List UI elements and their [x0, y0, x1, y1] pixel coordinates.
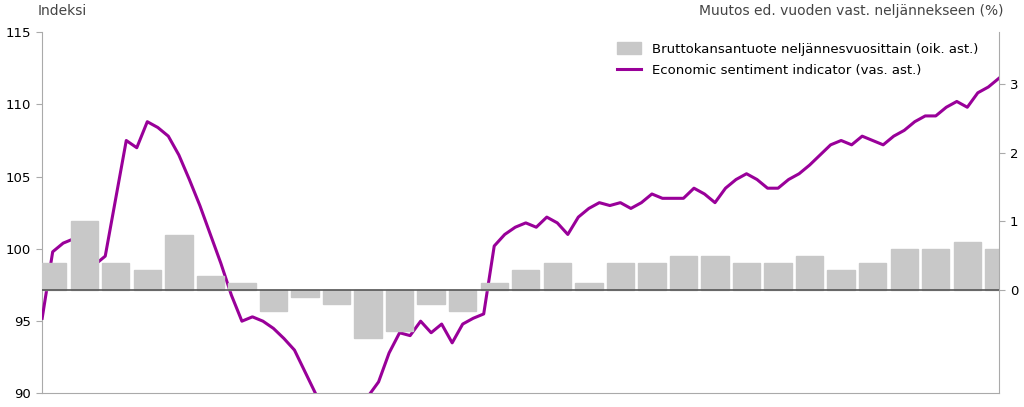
Bar — [985, 249, 1013, 290]
Text: Indeksi: Indeksi — [38, 4, 87, 18]
Bar — [670, 256, 697, 290]
Bar — [133, 269, 161, 290]
Bar — [575, 283, 602, 290]
Bar — [418, 290, 444, 304]
Bar — [323, 290, 350, 304]
Bar — [1017, 242, 1024, 290]
Bar — [386, 290, 414, 331]
Bar — [197, 276, 224, 290]
Legend: Bruttokansantuote neljännesvuosittain (oik. ast.), Economic sentiment indicator : Bruttokansantuote neljännesvuosittain (o… — [617, 42, 978, 77]
Bar — [354, 290, 382, 338]
Bar — [102, 263, 129, 290]
Bar — [480, 283, 508, 290]
Bar — [796, 256, 823, 290]
Bar — [544, 263, 571, 290]
Bar — [449, 290, 476, 311]
Bar — [922, 249, 949, 290]
Bar — [228, 283, 256, 290]
Bar — [71, 221, 98, 290]
Bar — [638, 263, 666, 290]
Bar — [733, 263, 760, 290]
Bar — [606, 263, 634, 290]
Bar — [859, 263, 887, 290]
Bar — [764, 263, 792, 290]
Bar — [891, 249, 918, 290]
Bar — [512, 269, 540, 290]
Bar — [165, 235, 193, 290]
Bar — [953, 242, 981, 290]
Text: Muutos ed. vuoden vast. neljännekseen (%): Muutos ed. vuoden vast. neljännekseen (%… — [699, 4, 1004, 18]
Bar — [291, 290, 318, 297]
Bar — [701, 256, 729, 290]
Bar — [827, 269, 855, 290]
Bar — [260, 290, 287, 311]
Bar — [39, 263, 67, 290]
